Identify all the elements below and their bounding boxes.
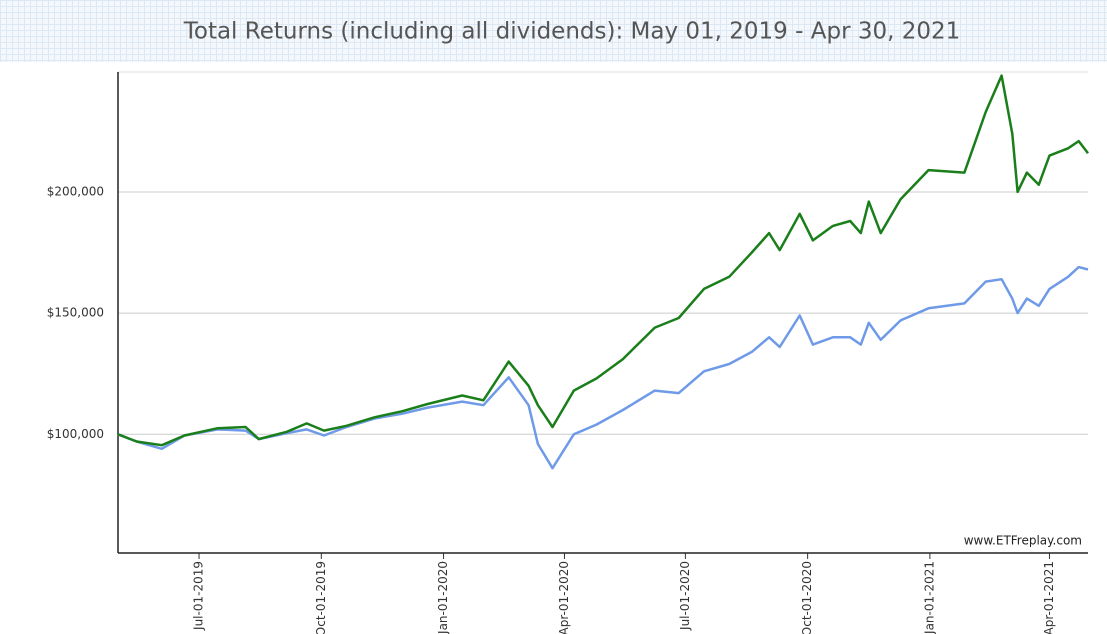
x-tick-label: Apr-01-2021 [1042,561,1056,634]
x-tick-label: Jul-01-2020 [678,561,692,631]
x-tick-label: Jan-01-2021 [922,561,936,634]
x-tick-label: Oct-01-2019 [314,561,328,634]
x-tick-label: Oct-01-2020 [800,561,814,634]
x-tick-label: Apr-01-2020 [557,561,571,634]
y-tick-label: $150,000 [47,306,104,320]
x-tick-label: Jan-01-2020 [436,561,450,634]
x-tick-label: Jul-01-2019 [192,561,206,631]
watermark: www.ETFreplay.com [964,534,1082,548]
chart-title: Total Returns (including all dividends):… [183,19,961,45]
title-band [0,0,1107,62]
y-tick-label: $100,000 [47,427,104,441]
series-line [117,265,1089,470]
series-line [117,74,1089,447]
y-tick-label: $200,000 [47,184,104,198]
